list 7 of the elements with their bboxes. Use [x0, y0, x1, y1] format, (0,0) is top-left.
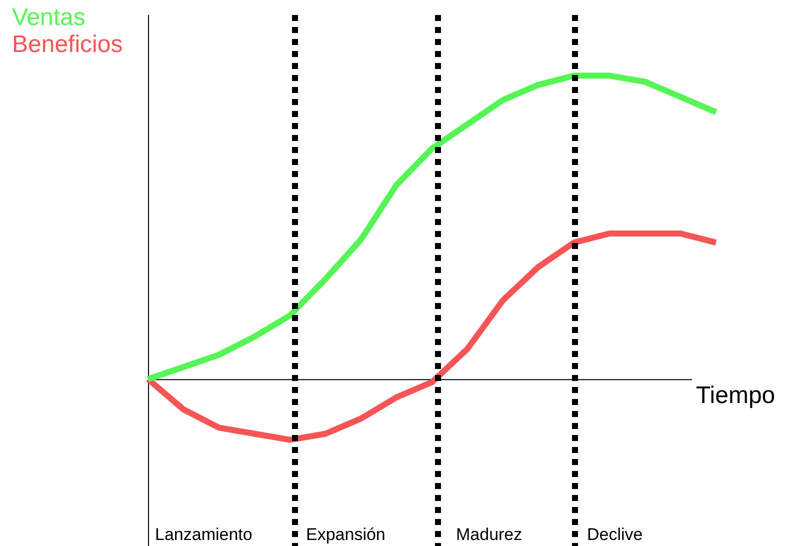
text: Madurez [456, 525, 522, 545]
text: Beneficios [12, 31, 123, 58]
text: Declive [587, 525, 643, 545]
text: Ventas [12, 4, 86, 31]
text: Lanzamiento [155, 525, 252, 545]
x-axis-title: Tiempo [696, 382, 776, 410]
text: Expansión [306, 525, 386, 545]
